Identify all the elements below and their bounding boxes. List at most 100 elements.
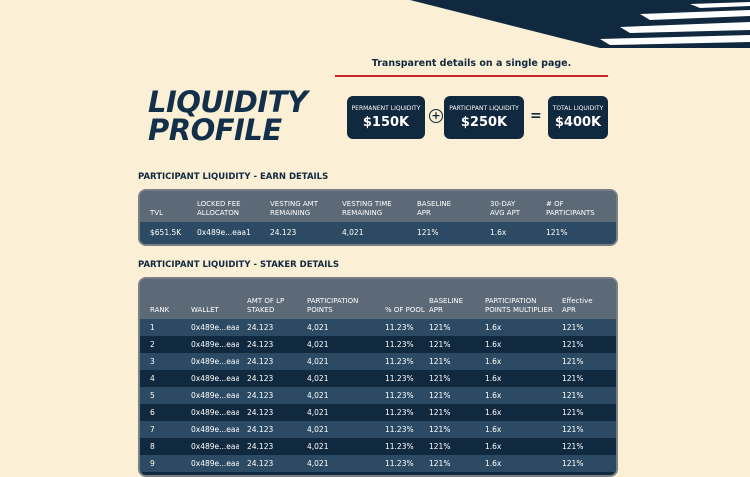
table-cell: 121% [562, 357, 584, 366]
table-cell: 24.123 [247, 459, 274, 468]
section-title: PARTICIPANT LIQUIDITY - STAKER DETAILS [138, 260, 339, 270]
column-header: AMT OF LP STAKED [247, 297, 285, 314]
table-cell: 1.6x [485, 442, 502, 451]
table-row[interactable]: 8 0x489e...eaa1 24.123 4,021 11.23% 121% 1.6x 1… [140, 438, 616, 455]
decor [410, 0, 750, 48]
table-cell: 121% [562, 408, 584, 417]
table-cell: 4,021 [307, 374, 329, 383]
table-cell: 11.23% [385, 391, 414, 400]
card-value: $150K [362, 115, 410, 130]
table-row[interactable]: 6 0x489e...eaa1 24.123 4,021 11.23% 121% 1.6x 1… [140, 404, 616, 421]
operator: = [530, 108, 542, 124]
table-cell: 1 [150, 323, 155, 332]
table-cell: $651.5K [150, 228, 182, 237]
table-cell: 0x489e...eaa1 [191, 374, 239, 383]
staker-table: RANK WALLET AMT OF LP STAKED PARTICIPATION … [138, 277, 618, 477]
table-cell: 4 [150, 374, 155, 383]
table-cell: 121% [429, 459, 451, 468]
table-cell: 0x489e...eaa1 [197, 228, 251, 237]
table-row[interactable]: 1 0x489e...eaa1 24.123 4,021 11.23% 121% 1.6x 1… [140, 319, 616, 336]
page: Transparent details on a single page. LI… [138, 0, 750, 477]
column-header: PARTICIPATION POINTS MULTIPLIER [485, 297, 553, 314]
table-cell: 0x489e...eaa1 [191, 442, 239, 451]
table-cell: 11.23% [385, 357, 414, 366]
table-cell: 1.6x [485, 340, 502, 349]
card-label: PERMANENT LIQUIDITY [351, 105, 421, 112]
column-header: TVL [150, 209, 163, 217]
table-cell: 121% [562, 374, 584, 383]
table-cell: 0x489e...eaa1 [191, 391, 239, 400]
card-label: PARTICIPANT LIQUIDITY [449, 105, 519, 112]
column-header: RANK [150, 306, 170, 314]
table-cell: 24.123 [247, 357, 274, 366]
table-cell: 121% [562, 340, 584, 349]
table-cell: 1.6x [485, 357, 502, 366]
card: TOTAL LIQUIDITY $400K [548, 96, 608, 139]
column-header: # OF PARTICIPANTS [546, 200, 595, 217]
table-cell: 24.123 [247, 323, 274, 332]
table-row[interactable]: 2 0x489e...eaa1 24.123 4,021 11.23% 121% 1.6x 1… [140, 336, 616, 353]
earn-table: TVL LOCKED FEE ALLOCATON VESTING AMT REMAI… [138, 189, 618, 246]
table-row[interactable]: 3 0x489e...eaa1 24.123 4,021 11.23% 121% 1.6x 1… [140, 353, 616, 370]
table-cell: 24.123 [270, 228, 297, 237]
column-header: VESTING TIME REMAINING [342, 200, 392, 217]
table-cell: 8 [150, 442, 155, 451]
column-header: Effective APR [562, 297, 593, 314]
table-row[interactable]: 4 0x489e...eaa1 24.123 4,021 11.23% 121% 1.6x 1… [140, 370, 616, 387]
table-cell: 121% [429, 340, 451, 349]
column-header: BASELINE APR [417, 200, 452, 217]
card: PERMANENT LIQUIDITY $150K [347, 96, 425, 139]
title: LIQUIDITY PROFILE [148, 85, 308, 147]
table-cell: 0x489e...eaa1 [191, 357, 239, 366]
table-cell: 4,021 [342, 228, 364, 237]
table-cell: 121% [417, 228, 439, 237]
title-line: PROFILE [148, 113, 282, 147]
table-row[interactable]: 9 0x489e...eaa1 24.123 4,021 11.23% 121% 1.6x 1… [140, 455, 616, 472]
table-cell: 121% [429, 425, 451, 434]
table-cell: 11.23% [385, 442, 414, 451]
table-cell: 2 [150, 340, 155, 349]
table-cell: 121% [562, 323, 584, 332]
operator: + [429, 109, 443, 123]
header-row: RANK WALLET AMT OF LP STAKED PARTICIPATION … [140, 279, 616, 319]
table-cell: 121% [562, 425, 584, 434]
column-header: WALLET [191, 306, 219, 314]
table-cell: 121% [429, 374, 451, 383]
table-row[interactable]: 7 0x489e...eaa1 24.123 4,021 11.23% 121% 1.6x 1… [140, 421, 616, 438]
table-cell: 121% [429, 442, 451, 451]
table-cell: 1.6x [485, 408, 502, 417]
card-value: $250K [460, 115, 508, 130]
table-cell: 4,021 [307, 425, 329, 434]
table-cell: 121% [562, 391, 584, 400]
table-cell: 0x489e...eaa1 [191, 425, 239, 434]
table-cell: 24.123 [247, 374, 274, 383]
title-line: LIQUIDITY [148, 85, 308, 119]
table-cell: 121% [562, 459, 584, 468]
table-cell: 121% [429, 323, 451, 332]
table-cell: 0x489e...eaa1 [191, 323, 239, 332]
table-cell: 24.123 [247, 408, 274, 417]
table-cell: 4,021 [307, 442, 329, 451]
table-cell: 121% [562, 442, 584, 451]
table-cell: 121% [429, 391, 451, 400]
table-cell: 9 [150, 459, 155, 468]
table-row[interactable]: 5 0x489e...eaa1 24.123 4,021 11.23% 121% 1.6x 1… [140, 387, 616, 404]
table-cell: 1.6x [485, 323, 502, 332]
table-cell: 4,021 [307, 357, 329, 366]
table-row[interactable]: $651.5K 0x489e...eaa1 24.123 4,021 121% 1.6x 1… [140, 222, 616, 244]
table-cell: 24.123 [247, 442, 274, 451]
table-cell: 4,021 [307, 323, 329, 332]
table-cell: 7 [150, 425, 155, 434]
table-cell: 1.6x [490, 228, 507, 237]
table-cell: 4,021 [307, 391, 329, 400]
table-cell: 11.23% [385, 374, 414, 383]
header-row: TVL LOCKED FEE ALLOCATON VESTING AMT REMAI… [140, 191, 616, 222]
column-header: LOCKED FEE ALLOCATON [197, 200, 241, 217]
table-cell: 0x489e...eaa1 [191, 340, 239, 349]
section-title: PARTICIPANT LIQUIDITY - EARN DETAILS [138, 172, 329, 182]
table-cell: 1.6x [485, 391, 502, 400]
column-header: % OF POOL [385, 306, 425, 314]
column-header: PARTICIPATION POINTS [307, 297, 359, 314]
table-cell: 4,021 [307, 459, 329, 468]
column-header: BASELINE APR [429, 297, 464, 314]
